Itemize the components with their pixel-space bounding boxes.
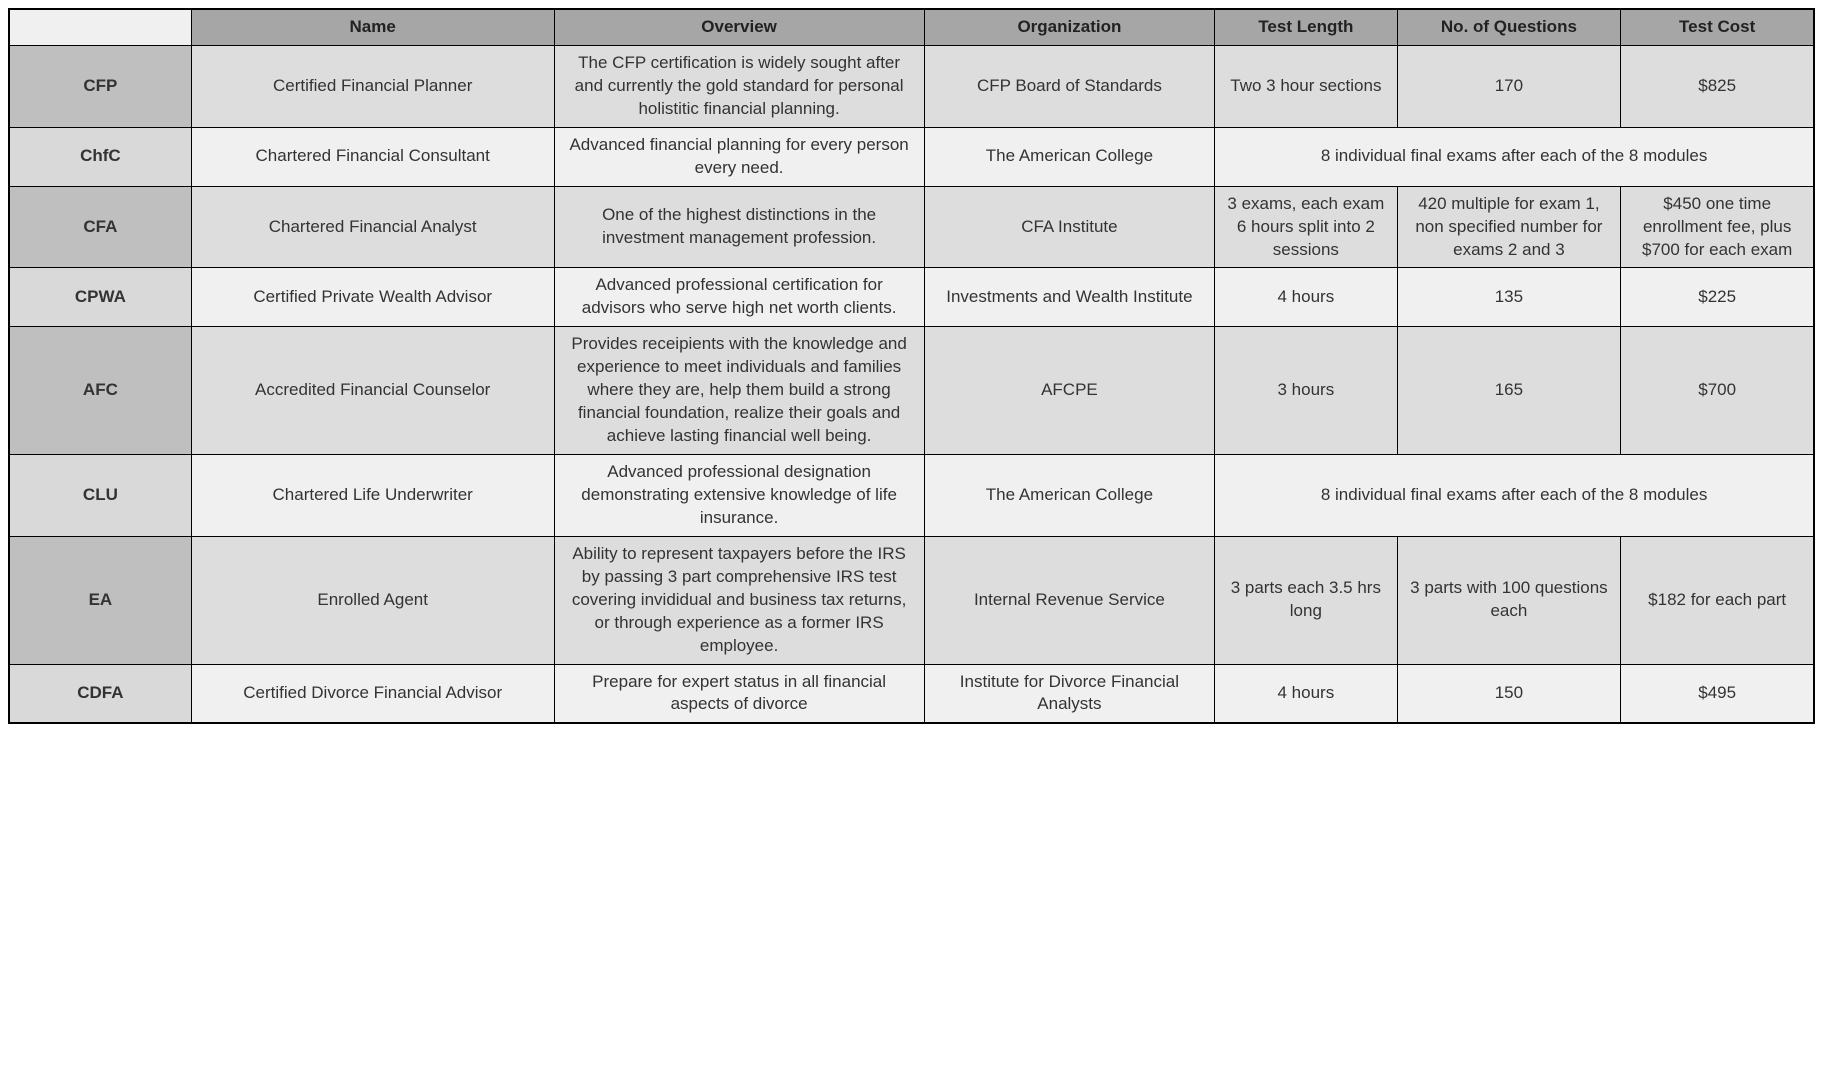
cert-name: Chartered Financial Consultant — [191, 127, 554, 186]
cert-test-length: 4 hours — [1215, 268, 1397, 327]
cert-overview: Provides receipients with the knowledge … — [554, 327, 924, 455]
cert-name: Certified Divorce Financial Advisor — [191, 664, 554, 723]
cert-overview: Advanced financial planning for every pe… — [554, 127, 924, 186]
cert-num-questions: 170 — [1397, 45, 1621, 127]
cert-code: CFA — [9, 186, 191, 268]
cert-organization: CFP Board of Standards — [924, 45, 1215, 127]
cert-test-length: 3 hours — [1215, 327, 1397, 455]
cert-test-length: 4 hours — [1215, 664, 1397, 723]
certifications-table: NameOverviewOrganizationTest LengthNo. o… — [8, 8, 1815, 724]
cert-organization: Institute for Divorce Financial Analysts — [924, 664, 1215, 723]
col-header: Test Cost — [1621, 9, 1814, 45]
cert-num-questions: 135 — [1397, 268, 1621, 327]
col-header: Name — [191, 9, 554, 45]
cert-test-cost: $182 for each part — [1621, 536, 1814, 664]
table-row: EAEnrolled AgentAbility to represent tax… — [9, 536, 1814, 664]
cert-num-questions: 420 multiple for exam 1, non specified n… — [1397, 186, 1621, 268]
cert-code: CPWA — [9, 268, 191, 327]
cert-organization: Investments and Wealth Institute — [924, 268, 1215, 327]
table-row: CFPCertified Financial PlannerThe CFP ce… — [9, 45, 1814, 127]
table-row: CDFACertified Divorce Financial AdvisorP… — [9, 664, 1814, 723]
cert-name: Chartered Financial Analyst — [191, 186, 554, 268]
cert-test-cost: $495 — [1621, 664, 1814, 723]
cert-test-cost: $700 — [1621, 327, 1814, 455]
cert-num-questions: 165 — [1397, 327, 1621, 455]
col-header: No. of Questions — [1397, 9, 1621, 45]
cert-organization: The American College — [924, 455, 1215, 537]
cert-overview: The CFP certification is widely sought a… — [554, 45, 924, 127]
cert-num-questions: 3 parts with 100 questions each — [1397, 536, 1621, 664]
table-row: AFCAccredited Financial CounselorProvide… — [9, 327, 1814, 455]
cert-organization: Internal Revenue Service — [924, 536, 1215, 664]
cert-name: Certified Private Wealth Advisor — [191, 268, 554, 327]
cert-overview: Advanced professional certification for … — [554, 268, 924, 327]
table-row: CFAChartered Financial AnalystOne of the… — [9, 186, 1814, 268]
cert-overview: Advanced professional designation demons… — [554, 455, 924, 537]
cert-merged-note: 8 individual final exams after each of t… — [1215, 127, 1814, 186]
col-header-blank — [9, 9, 191, 45]
col-header: Test Length — [1215, 9, 1397, 45]
cert-code: EA — [9, 536, 191, 664]
cert-test-cost: $825 — [1621, 45, 1814, 127]
cert-name: Enrolled Agent — [191, 536, 554, 664]
table-row: ChfCChartered Financial ConsultantAdvanc… — [9, 127, 1814, 186]
cert-test-length: 3 exams, each exam 6 hours split into 2 … — [1215, 186, 1397, 268]
cert-name: Chartered Life Underwriter — [191, 455, 554, 537]
cert-overview: One of the highest distinctions in the i… — [554, 186, 924, 268]
cert-code: CLU — [9, 455, 191, 537]
cert-test-cost: $450 one time enrollment fee, plus $700 … — [1621, 186, 1814, 268]
col-header: Overview — [554, 9, 924, 45]
cert-name: Certified Financial Planner — [191, 45, 554, 127]
cert-overview: Prepare for expert status in all financi… — [554, 664, 924, 723]
cert-organization: CFA Institute — [924, 186, 1215, 268]
cert-organization: AFCPE — [924, 327, 1215, 455]
table-header-row: NameOverviewOrganizationTest LengthNo. o… — [9, 9, 1814, 45]
table-row: CPWACertified Private Wealth AdvisorAdva… — [9, 268, 1814, 327]
cert-num-questions: 150 — [1397, 664, 1621, 723]
cert-code: CDFA — [9, 664, 191, 723]
cert-test-cost: $225 — [1621, 268, 1814, 327]
cert-test-length: Two 3 hour sections — [1215, 45, 1397, 127]
cert-organization: The American College — [924, 127, 1215, 186]
col-header: Organization — [924, 9, 1215, 45]
table-row: CLUChartered Life UnderwriterAdvanced pr… — [9, 455, 1814, 537]
cert-name: Accredited Financial Counselor — [191, 327, 554, 455]
cert-code: CFP — [9, 45, 191, 127]
cert-code: AFC — [9, 327, 191, 455]
cert-test-length: 3 parts each 3.5 hrs long — [1215, 536, 1397, 664]
cert-code: ChfC — [9, 127, 191, 186]
cert-merged-note: 8 individual final exams after each of t… — [1215, 455, 1814, 537]
cert-overview: Ability to represent taxpayers before th… — [554, 536, 924, 664]
